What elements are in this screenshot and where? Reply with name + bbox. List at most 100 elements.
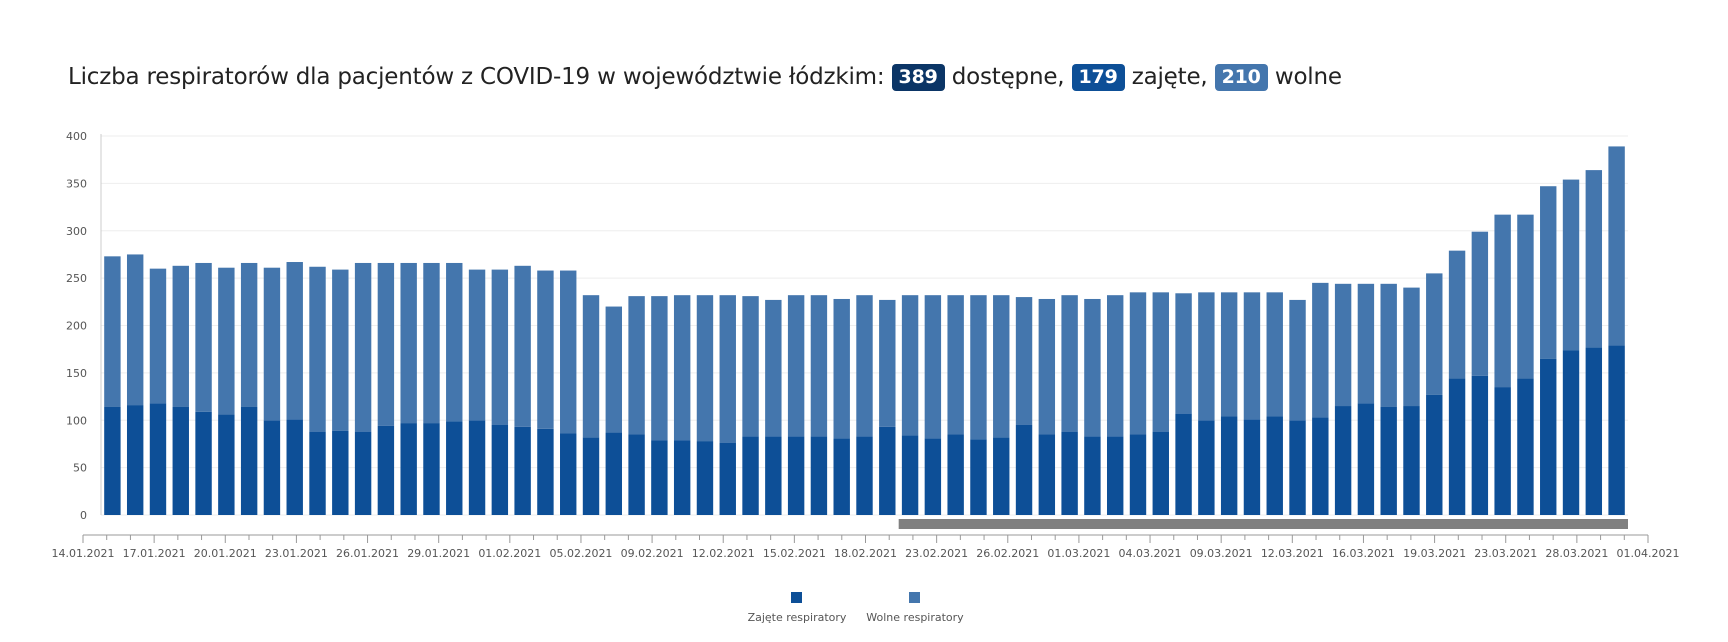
bar-occupied[interactable] xyxy=(423,423,440,515)
bar-occupied[interactable] xyxy=(1380,406,1397,515)
bar-occupied[interactable] xyxy=(1015,424,1033,515)
bar-free[interactable] xyxy=(1061,295,1078,432)
bar-free[interactable] xyxy=(468,269,486,421)
bar-free[interactable] xyxy=(1015,297,1033,425)
bar-occupied[interactable] xyxy=(879,426,896,515)
bar-occupied[interactable] xyxy=(628,434,645,515)
bar-occupied[interactable] xyxy=(491,424,509,515)
bar-occupied[interactable] xyxy=(1585,347,1603,515)
bar-occupied[interactable] xyxy=(514,426,531,515)
bar-free[interactable] xyxy=(126,254,144,406)
bar-occupied[interactable] xyxy=(537,428,554,515)
bar-free[interactable] xyxy=(879,299,896,427)
bar-free[interactable] xyxy=(1494,214,1511,388)
bar-occupied[interactable] xyxy=(1494,387,1511,515)
bar-occupied[interactable] xyxy=(377,425,395,515)
bar-free[interactable] xyxy=(1403,287,1420,407)
bar-free[interactable] xyxy=(765,299,782,437)
bar-occupied[interactable] xyxy=(719,442,736,515)
bar-free[interactable] xyxy=(491,269,509,425)
scrollbar-thumb[interactable] xyxy=(898,519,1628,529)
bar-occupied[interactable] xyxy=(582,437,600,515)
bar-occupied[interactable] xyxy=(742,436,759,515)
bar-free[interactable] xyxy=(696,295,714,442)
bar-free[interactable] xyxy=(1106,295,1124,437)
bar-free[interactable] xyxy=(1152,292,1169,432)
bar-occupied[interactable] xyxy=(1129,434,1147,515)
bar-occupied[interactable] xyxy=(1289,420,1306,515)
bar-free[interactable] xyxy=(332,269,349,431)
bar-free[interactable] xyxy=(1084,298,1101,437)
bar-free[interactable] xyxy=(1289,299,1306,421)
bar-free[interactable] xyxy=(628,296,645,435)
bar-free[interactable] xyxy=(537,270,554,429)
bar-free[interactable] xyxy=(1175,293,1192,414)
bar-occupied[interactable] xyxy=(924,438,942,515)
bar-free[interactable] xyxy=(924,295,942,439)
bar-free[interactable] xyxy=(446,262,463,422)
bar-free[interactable] xyxy=(1198,292,1215,421)
bar-free[interactable] xyxy=(149,268,167,404)
bar-occupied[interactable] xyxy=(1357,403,1375,515)
bar-occupied[interactable] xyxy=(1448,378,1466,515)
bar-free[interactable] xyxy=(1540,186,1557,359)
bar-free[interactable] xyxy=(1562,179,1580,351)
bar-occupied[interactable] xyxy=(1334,406,1352,515)
bar-free[interactable] xyxy=(1471,231,1489,376)
bar-free[interactable] xyxy=(354,262,372,432)
bar-free[interactable] xyxy=(970,295,987,440)
bar-occupied[interactable] xyxy=(833,438,850,515)
bar-occupied[interactable] xyxy=(1312,417,1329,515)
bar-occupied[interactable] xyxy=(1152,431,1169,515)
bar-occupied[interactable] xyxy=(1403,406,1420,515)
bar-occupied[interactable] xyxy=(765,436,782,515)
bar-occupied[interactable] xyxy=(560,433,577,515)
bar-occupied[interactable] xyxy=(970,439,987,515)
bar-occupied[interactable] xyxy=(673,440,691,515)
legend-label-free[interactable]: Wolne respiratory xyxy=(866,611,964,624)
bar-free[interactable] xyxy=(1243,292,1261,420)
bar-occupied[interactable] xyxy=(696,441,714,515)
bar-occupied[interactable] xyxy=(263,420,281,515)
bar-occupied[interactable] xyxy=(1426,394,1443,515)
bar-free[interactable] xyxy=(1220,292,1238,417)
bar-occupied[interactable] xyxy=(856,436,873,515)
bar-free[interactable] xyxy=(400,262,417,424)
bar-free[interactable] xyxy=(993,295,1010,438)
bar-free[interactable] xyxy=(833,298,850,439)
bar-occupied[interactable] xyxy=(810,436,828,515)
bar-free[interactable] xyxy=(787,295,805,437)
legend-label-occupied[interactable]: Zajęte respiratory xyxy=(748,611,847,624)
zoom-scrollbar[interactable] xyxy=(898,519,1628,529)
bar-free[interactable] xyxy=(1312,282,1329,418)
bar-free[interactable] xyxy=(309,266,326,432)
bar-free[interactable] xyxy=(423,262,440,424)
bar-occupied[interactable] xyxy=(172,406,189,515)
bar-free[interactable] xyxy=(263,267,281,421)
bar-occupied[interactable] xyxy=(651,440,668,515)
bar-free[interactable] xyxy=(1517,214,1534,379)
legend-swatch-occupied[interactable] xyxy=(791,592,802,603)
bar-free[interactable] xyxy=(560,270,577,434)
bar-free[interactable] xyxy=(1129,292,1147,435)
bar-occupied[interactable] xyxy=(195,411,212,515)
bar-occupied[interactable] xyxy=(400,423,417,515)
bar-free[interactable] xyxy=(673,295,691,441)
bar-occupied[interactable] xyxy=(1243,419,1261,515)
bar-occupied[interactable] xyxy=(947,434,964,515)
bar-free[interactable] xyxy=(605,306,623,433)
bar-occupied[interactable] xyxy=(1471,375,1489,515)
bar-free[interactable] xyxy=(1448,250,1466,379)
bar-free[interactable] xyxy=(810,295,828,437)
bar-free[interactable] xyxy=(582,295,600,438)
bar-occupied[interactable] xyxy=(1220,416,1238,515)
bar-occupied[interactable] xyxy=(1608,345,1625,515)
bar-free[interactable] xyxy=(651,296,668,441)
bar-occupied[interactable] xyxy=(126,405,144,515)
bar-occupied[interactable] xyxy=(104,406,121,515)
bar-occupied[interactable] xyxy=(1175,413,1192,515)
bar-free[interactable] xyxy=(195,262,212,412)
bar-occupied[interactable] xyxy=(1106,436,1124,515)
bar-free[interactable] xyxy=(286,262,303,420)
bar-free[interactable] xyxy=(1266,292,1283,417)
